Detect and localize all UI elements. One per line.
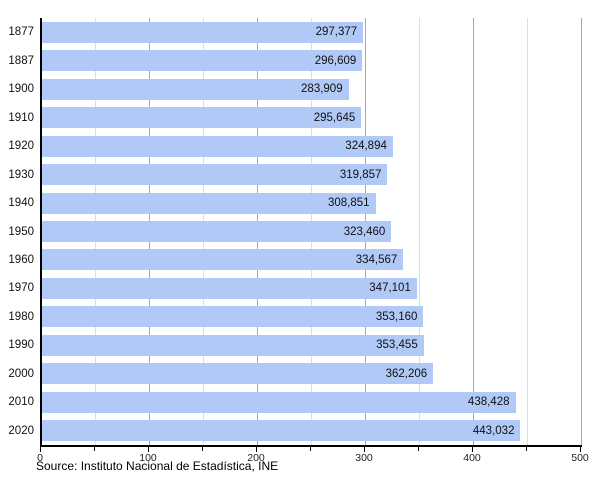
bar: 362,206	[42, 363, 434, 385]
x-tick-major	[40, 447, 41, 452]
x-tick-major	[256, 447, 257, 452]
bar: 353,455	[42, 334, 424, 356]
bar-value-label: 324,894	[345, 140, 387, 153]
bar-row: 347,101	[42, 274, 582, 302]
gridline-major	[581, 18, 582, 445]
bar-row: 319,857	[42, 160, 582, 188]
bar: 283,909	[42, 78, 349, 100]
bar-row: 438,428	[42, 388, 582, 416]
x-tick-label: 200	[247, 452, 265, 464]
x-tick-label: 500	[571, 452, 589, 464]
y-axis-label: 1920	[8, 140, 34, 153]
y-axis-label: 1900	[8, 83, 34, 96]
bar: 324,894	[42, 135, 393, 157]
bar-row: 308,851	[42, 189, 582, 217]
y-axis-label: 1970	[8, 282, 34, 295]
bar-value-label: 362,206	[385, 367, 428, 380]
y-axis-label: 1990	[8, 339, 34, 352]
bar-row: 334,567	[42, 246, 582, 274]
y-axis-label: 1877	[8, 26, 34, 39]
bar-value-label: 283,909	[301, 83, 343, 96]
x-tick-label: 0	[37, 452, 43, 464]
x-tick-minor	[202, 447, 203, 451]
x-axis: 0 100 200 300 400 500	[37, 447, 589, 467]
bar-value-label: 353,455	[376, 339, 418, 352]
bar: 347,101	[42, 277, 417, 299]
bar-value-label: 443,032	[472, 424, 515, 437]
bar: 295,645	[42, 107, 362, 129]
bar-row: 283,909	[42, 75, 582, 103]
gridline-major	[473, 18, 474, 445]
bar: 353,160	[42, 306, 424, 328]
y-axis-label: 1910	[8, 111, 34, 124]
bar-row: 296,609	[42, 46, 582, 74]
bar: 297,377	[42, 21, 364, 43]
bar-value-label: 308,851	[327, 197, 370, 210]
x-tick-minor	[526, 447, 527, 451]
x-tick-label: 400	[463, 452, 481, 464]
bar-value-label: 353,160	[375, 310, 418, 323]
x-tick-major	[580, 447, 581, 452]
bar: 308,851	[42, 192, 376, 214]
bar-value-label: 334,567	[355, 253, 398, 266]
bars-container: 297,377 296,609 283,909 295,645 324,894 319,8…	[42, 18, 582, 445]
bar-value-label: 319,857	[339, 168, 382, 181]
bar-row: 362,206	[42, 360, 582, 388]
x-tick-label: 300	[355, 452, 373, 464]
y-axis-label: 1950	[8, 225, 34, 238]
x-tick-major	[364, 447, 365, 452]
y-axis-labels: 1877 1887 1900 1910 1920 1930 1940 1950 1960 1970…	[0, 18, 34, 445]
source-caption: Source: Instituto Nacional de Estadístic…	[36, 459, 279, 473]
y-axis-label: 2020	[8, 424, 34, 437]
bar-row: 297,377	[42, 18, 582, 46]
x-tick-label: 100	[139, 452, 157, 464]
bar-value-label: 296,609	[314, 54, 357, 67]
y-axis-label: 1940	[8, 197, 34, 210]
bar: 323,460	[42, 221, 392, 243]
y-axis-label: 2010	[8, 396, 34, 409]
y-axis-label: 1930	[8, 168, 34, 181]
y-axis-label: 1960	[8, 253, 34, 266]
bar-row: 443,032	[42, 417, 582, 445]
bar-value-label: 295,645	[313, 111, 356, 124]
bar-value-label: 297,377	[315, 26, 358, 39]
gridline-minor	[419, 18, 420, 445]
y-axis-label: 1980	[8, 310, 34, 323]
x-tick-major	[472, 447, 473, 452]
bar: 334,567	[42, 249, 404, 271]
x-tick-minor	[418, 447, 419, 451]
bar-value-label: 323,460	[343, 225, 386, 238]
bar: 438,428	[42, 391, 516, 413]
bar-row: 353,160	[42, 303, 582, 331]
bar-value-label: 438,428	[467, 396, 510, 409]
bar-row: 295,645	[42, 103, 582, 131]
x-tick-minor	[94, 447, 95, 451]
y-axis-label: 2000	[8, 367, 34, 380]
x-tick-minor	[310, 447, 311, 451]
plot-area: 297,377 296,609 283,909 295,645 324,894 319,8…	[40, 18, 582, 447]
gridline-minor	[527, 18, 528, 445]
bar-row: 323,460	[42, 217, 582, 245]
bar-row: 324,894	[42, 132, 582, 160]
x-tick-major	[148, 447, 149, 452]
bar-value-label: 347,101	[369, 282, 411, 295]
y-axis-label: 1887	[8, 54, 34, 67]
bar-row: 353,455	[42, 331, 582, 359]
bar: 296,609	[42, 50, 363, 72]
bar: 319,857	[42, 164, 388, 186]
bar: 443,032	[42, 420, 521, 442]
